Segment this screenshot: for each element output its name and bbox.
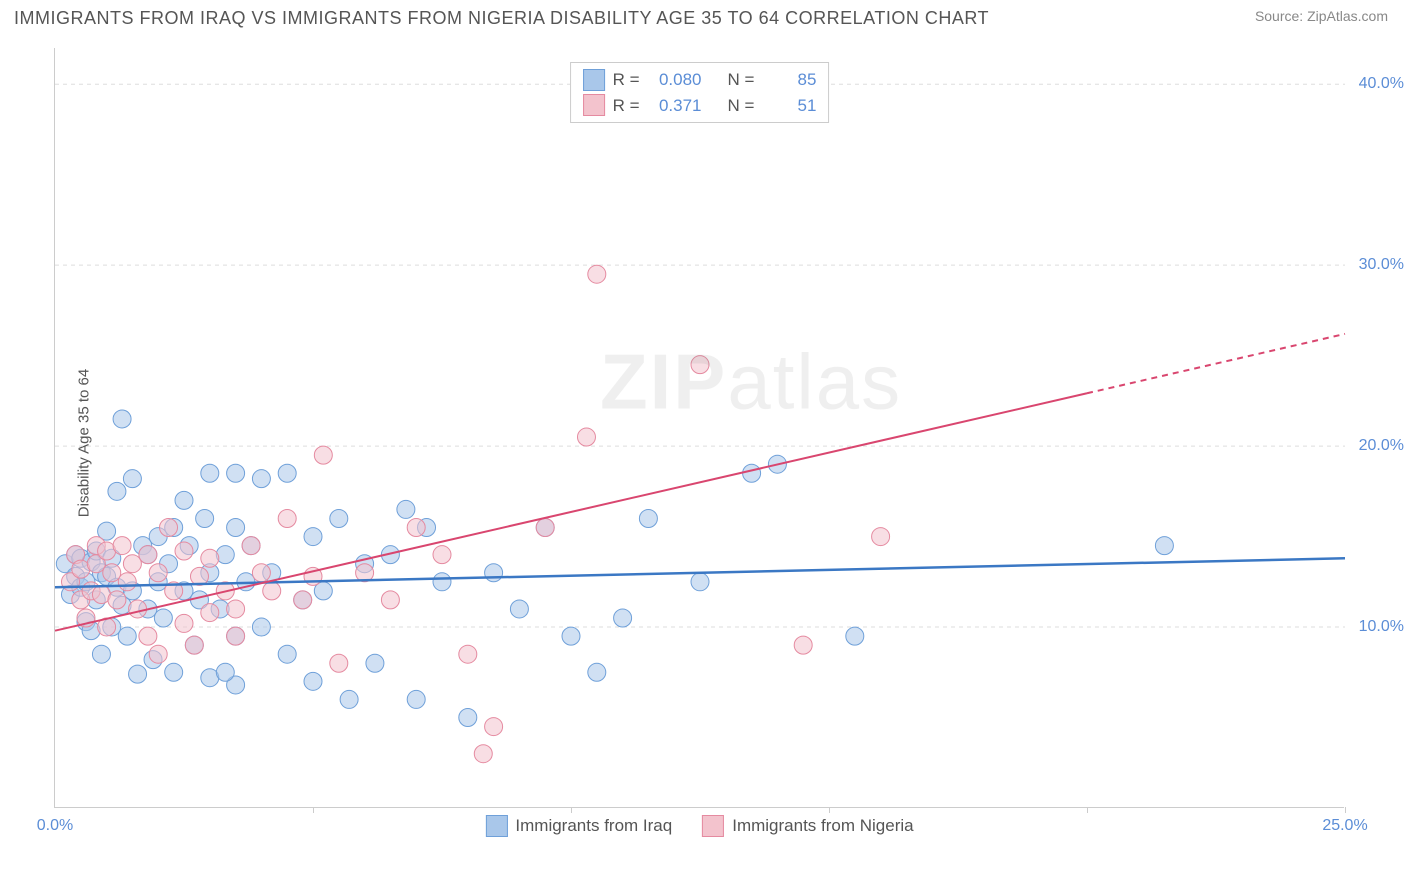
legend-row-nigeria: R = 0.371 N = 51: [583, 93, 817, 119]
y-tick-label: 40.0%: [1359, 75, 1404, 93]
scatter-svg: [55, 48, 1344, 807]
chart-title: IMMIGRANTS FROM IRAQ VS IMMIGRANTS FROM …: [14, 8, 989, 29]
swatch-icon: [702, 815, 724, 837]
r-value: 0.371: [648, 93, 702, 119]
swatch-icon: [485, 815, 507, 837]
legend-item: Immigrants from Iraq: [485, 815, 672, 837]
n-value: 85: [762, 67, 816, 93]
y-tick-label: 30.0%: [1359, 256, 1404, 274]
correlation-legend: R = 0.080 N = 85 R = 0.371 N = 51: [570, 62, 830, 123]
swatch-icon: [583, 94, 605, 116]
legend-label: Immigrants from Nigeria: [732, 816, 913, 836]
n-value: 51: [762, 93, 816, 119]
legend-label: Immigrants from Iraq: [515, 816, 672, 836]
r-label: R =: [613, 67, 640, 93]
y-tick-label: 20.0%: [1359, 437, 1404, 455]
series-legend: Immigrants from Iraq Immigrants from Nig…: [485, 815, 913, 837]
chart-container: Disability Age 35 to 64 ZIPatlas R = 0.0…: [14, 38, 1392, 848]
swatch-icon: [583, 69, 605, 91]
legend-item: Immigrants from Nigeria: [702, 815, 913, 837]
source-label: Source: ZipAtlas.com: [1255, 8, 1388, 24]
n-label: N =: [728, 67, 755, 93]
plot-area: ZIPatlas R = 0.080 N = 85 R = 0.371 N = …: [54, 48, 1344, 808]
legend-row-iraq: R = 0.080 N = 85: [583, 67, 817, 93]
r-label: R =: [613, 93, 640, 119]
x-tick-label: 0.0%: [37, 817, 73, 835]
n-label: N =: [728, 93, 755, 119]
y-tick-label: 10.0%: [1359, 618, 1404, 636]
x-tick-label: 25.0%: [1322, 817, 1367, 835]
r-value: 0.080: [648, 67, 702, 93]
